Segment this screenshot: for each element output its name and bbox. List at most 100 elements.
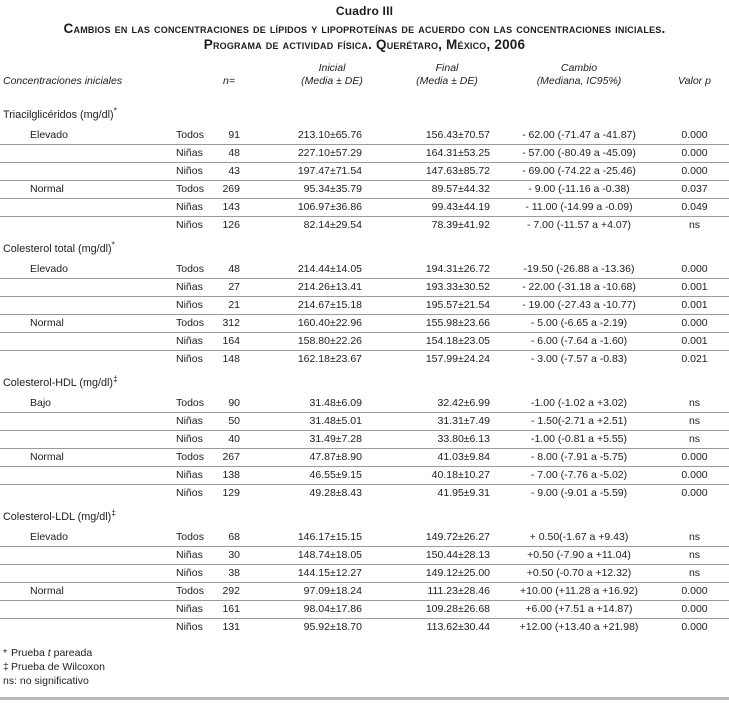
cell-n: 292 — [218, 581, 240, 600]
cell-category — [0, 545, 176, 564]
cell-group: Niñas — [176, 545, 218, 564]
cell-cambio: - 9.00 (-11.16 a -0.38) — [498, 179, 660, 198]
footnote-marker: ‡ — [3, 661, 9, 673]
cell-n: 138 — [218, 465, 240, 484]
cell-group: Todos — [176, 530, 205, 543]
cell-valor-p: 0.000 — [660, 617, 729, 636]
table-row: Niños 43 197.47±71.54 147.63±85.72 - 69.… — [0, 161, 729, 180]
cell-group: Todos — [176, 581, 218, 600]
header-concentraciones: Concentraciones iniciales — [3, 75, 123, 87]
cell-n: 40 — [218, 429, 240, 448]
cell-category — [0, 349, 176, 368]
header-group-empty — [176, 52, 218, 88]
cell-valor-p: ns — [660, 545, 729, 564]
cell-valor-p: 0.001 — [660, 331, 729, 350]
table-row: Elevado Todos 48 214.44±14.05 194.31±26.… — [0, 260, 729, 278]
cell-group: Niños — [176, 617, 218, 636]
cell-cambio: - 7.00 (-7.76 a -5.02) — [498, 465, 660, 484]
cell-final: 147.63±85.72 — [368, 161, 498, 180]
cell-n: 269 — [218, 179, 240, 198]
cell-final: 89.57±44.32 — [368, 179, 498, 198]
cell-category: Elevado — [30, 530, 68, 543]
cell-n: 27 — [218, 277, 240, 296]
cell-category: Normal — [0, 179, 176, 198]
cell-n: 126 — [218, 215, 240, 234]
cell-category — [0, 465, 176, 484]
table-row: Niñas 164 158.80±22.26 154.18±23.05 - 6.… — [0, 331, 729, 350]
cell-category — [0, 563, 176, 582]
cell-group: Niñas — [176, 465, 218, 484]
header-cambio: Cambio (Mediana, IC95%) — [536, 62, 622, 87]
cell-valor-p: 0.049 — [660, 197, 729, 216]
footnotes: * Prueba t pareada ‡ Prueba de Wilcoxon ns… — [3, 646, 729, 688]
cell-inicial: 197.47±71.54 — [240, 161, 368, 180]
cell-final: 40.18±10.27 — [368, 465, 498, 484]
cell-valor-p: 0.000 — [660, 447, 729, 466]
cell-valor-p: 0.000 — [660, 581, 729, 600]
table-row: Niños 21 214.67±15.18 195.57±21.54 - 19.… — [0, 295, 729, 314]
cell-valor-p: ns — [688, 396, 701, 409]
table-row: Niños 40 31.49±7.28 33.80±6.13 -1.00 (-0… — [0, 429, 729, 448]
cell-valor-p: ns — [660, 411, 729, 430]
cell-inicial: 31.49±7.28 — [240, 429, 368, 448]
section-heading: Colesterol-HDL (mg/dl) — [3, 377, 113, 389]
cell-final: 193.33±30.52 — [368, 277, 498, 296]
table-title-line1: Cambios en las concentraciones de lípido… — [63, 21, 666, 36]
cell-group: Todos — [176, 128, 205, 141]
cell-final: 154.18±23.05 — [368, 331, 498, 350]
cell-n: 131 — [218, 617, 240, 636]
section-heading-row: Colesterol total (mg/dl)* — [0, 234, 729, 260]
table-row: Niñas 50 31.48±5.01 31.31±7.49 - 1.50(-2… — [0, 411, 729, 430]
table-number-label: Cuadro III — [335, 4, 394, 18]
table-row: Niñas 30 148.74±18.05 150.44±28.13 +0.50… — [0, 545, 729, 564]
cell-valor-p: ns — [688, 530, 701, 543]
cell-cambio: +10.00 (+11.28 a +16.92) — [498, 581, 660, 600]
cell-valor-p: ns — [660, 215, 729, 234]
cell-inicial: 160.40±22.96 — [240, 313, 368, 332]
table-row: Niños 126 82.14±29.54 78.39±41.92 - 7.00… — [0, 215, 729, 234]
cell-final: 32.42±6.99 — [437, 396, 490, 409]
cell-final: 157.99±24.24 — [368, 349, 498, 368]
cell-group: Todos — [176, 262, 205, 275]
cell-final: 111.23±28.46 — [368, 581, 498, 600]
cell-n: 50 — [218, 411, 240, 430]
cell-final: 149.12±25.00 — [368, 563, 498, 582]
cell-valor-p: 0.001 — [660, 277, 729, 296]
cell-category — [0, 295, 176, 314]
cell-group: Niños — [176, 483, 218, 502]
cell-final: 155.98±23.66 — [368, 313, 498, 332]
cell-category — [0, 143, 176, 162]
cell-n: 90 — [228, 396, 240, 409]
table-row: Niños 129 49.28±8.43 41.95±9.31 - 9.00 (… — [0, 483, 729, 502]
cell-inicial: 162.18±23.67 — [240, 349, 368, 368]
cell-inicial: 148.74±18.05 — [240, 545, 368, 564]
header-valor-p: Valor p — [678, 75, 711, 87]
cell-cambio: - 8.00 (-7.91 a -5.75) — [498, 447, 660, 466]
cell-n: 21 — [218, 295, 240, 314]
cell-category — [0, 197, 176, 216]
section-footnote-marker: * — [113, 105, 117, 116]
cell-final: 31.31±7.49 — [368, 411, 498, 430]
section-heading: Colesterol-LDL (mg/dl) — [3, 511, 112, 523]
cell-valor-p: 0.000 — [660, 313, 729, 332]
cell-cambio: -1.00 (-0.81 a +5.55) — [498, 429, 660, 448]
cell-category: Normal — [0, 313, 176, 332]
cell-final: 156.43±70.57 — [425, 128, 490, 141]
cell-valor-p: 0.021 — [660, 349, 729, 368]
cell-group: Todos — [176, 396, 205, 409]
table-header-row: Concentraciones iniciales n= Inicial (Me… — [0, 52, 729, 88]
cell-category — [0, 617, 176, 636]
cell-valor-p: 0.000 — [660, 465, 729, 484]
cell-category: Normal — [0, 447, 176, 466]
cell-cambio: - 5.00 (-6.65 a -2.19) — [498, 313, 660, 332]
header-final: Final (Media ± DE) — [416, 62, 478, 87]
cell-group: Todos — [176, 313, 218, 332]
cell-cambio: - 19.00 (-27.43 a -10.77) — [498, 295, 660, 314]
table-row: Bajo Todos 90 31.48±6.09 32.42±6.99 -1.0… — [0, 394, 729, 412]
section-heading-row: Triacilglicéridos (mg/dl)* — [0, 88, 729, 126]
cell-final: 149.72±26.27 — [425, 530, 490, 543]
cell-cambio: - 1.50(-2.71 a +2.51) — [498, 411, 660, 430]
cell-cambio: +0.50 (-0.70 a +12.32) — [498, 563, 660, 582]
cell-cambio: - 6.00 (-7.64 a -1.60) — [498, 331, 660, 350]
table-row: Niñas 161 98.04±17.86 109.28±26.68 +6.00… — [0, 599, 729, 618]
